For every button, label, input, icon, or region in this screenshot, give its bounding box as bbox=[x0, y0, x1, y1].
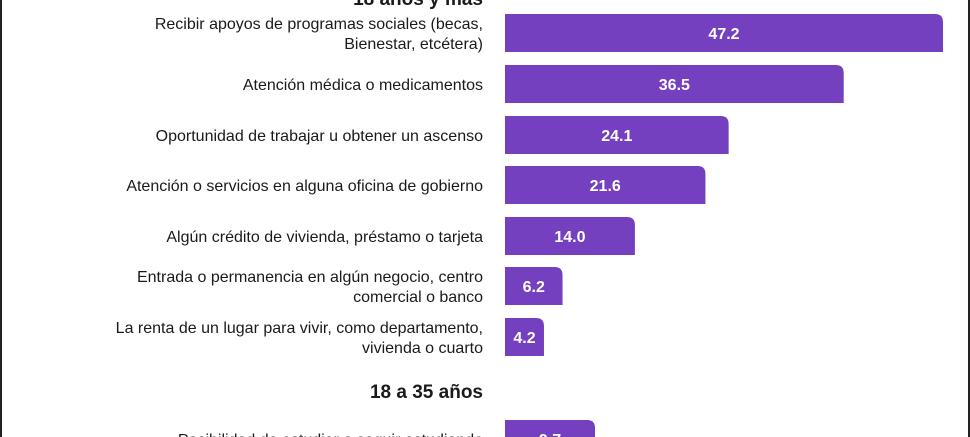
value-label: 36.5 bbox=[659, 77, 690, 94]
value-label: 6.2 bbox=[523, 279, 545, 296]
bar bbox=[505, 166, 706, 204]
bar bbox=[505, 116, 729, 154]
category-label: Oportunidad de trabajar u obtener un asc… bbox=[156, 128, 483, 145]
bar-row: La renta de un lugar para vivir, como de… bbox=[116, 318, 544, 357]
category-label: Entrada o permanencia en algún negocio, … bbox=[137, 269, 483, 306]
bar bbox=[505, 318, 544, 356]
section-title: 18 a 35 años bbox=[370, 382, 483, 403]
value-label: 47.2 bbox=[708, 26, 739, 43]
bar bbox=[505, 14, 943, 52]
category-label: Posibilidad de estudiar o seguir estudia… bbox=[178, 432, 483, 437]
category-label: La renta de un lugar para vivir, como de… bbox=[116, 320, 483, 357]
category-label: Atención médica o medicamentos bbox=[243, 77, 483, 94]
bar-row: Entrada o permanencia en algún negocio, … bbox=[137, 267, 563, 306]
bar bbox=[505, 420, 596, 437]
bar-row: Recibir apoyos de programas sociales (be… bbox=[155, 14, 943, 53]
bar-row: Posibilidad de estudiar o seguir estudia… bbox=[178, 420, 596, 437]
value-label: 9.7 bbox=[539, 432, 561, 437]
category-label: Algún crédito de vivienda, préstamo o ta… bbox=[166, 229, 483, 246]
bar-row: Atención o servicios en alguna oficina d… bbox=[126, 166, 706, 204]
category-label: Recibir apoyos de programas sociales (be… bbox=[155, 16, 483, 53]
value-label: 24.1 bbox=[601, 128, 632, 145]
bar bbox=[505, 267, 563, 305]
value-label: 14.0 bbox=[554, 229, 585, 246]
value-label: 21.6 bbox=[590, 178, 621, 195]
bar-row: Algún crédito de vivienda, préstamo o ta… bbox=[166, 217, 635, 255]
bar bbox=[505, 65, 844, 103]
section-title: 18 años y más bbox=[353, 0, 483, 10]
category-label: Atención o servicios en alguna oficina d… bbox=[126, 178, 483, 195]
bar-row: Oportunidad de trabajar u obtener un asc… bbox=[156, 116, 729, 154]
bar bbox=[505, 217, 635, 255]
bar-row: Atención médica o medicamentos 36.5 bbox=[243, 65, 844, 103]
value-label: 4.2 bbox=[513, 330, 535, 347]
